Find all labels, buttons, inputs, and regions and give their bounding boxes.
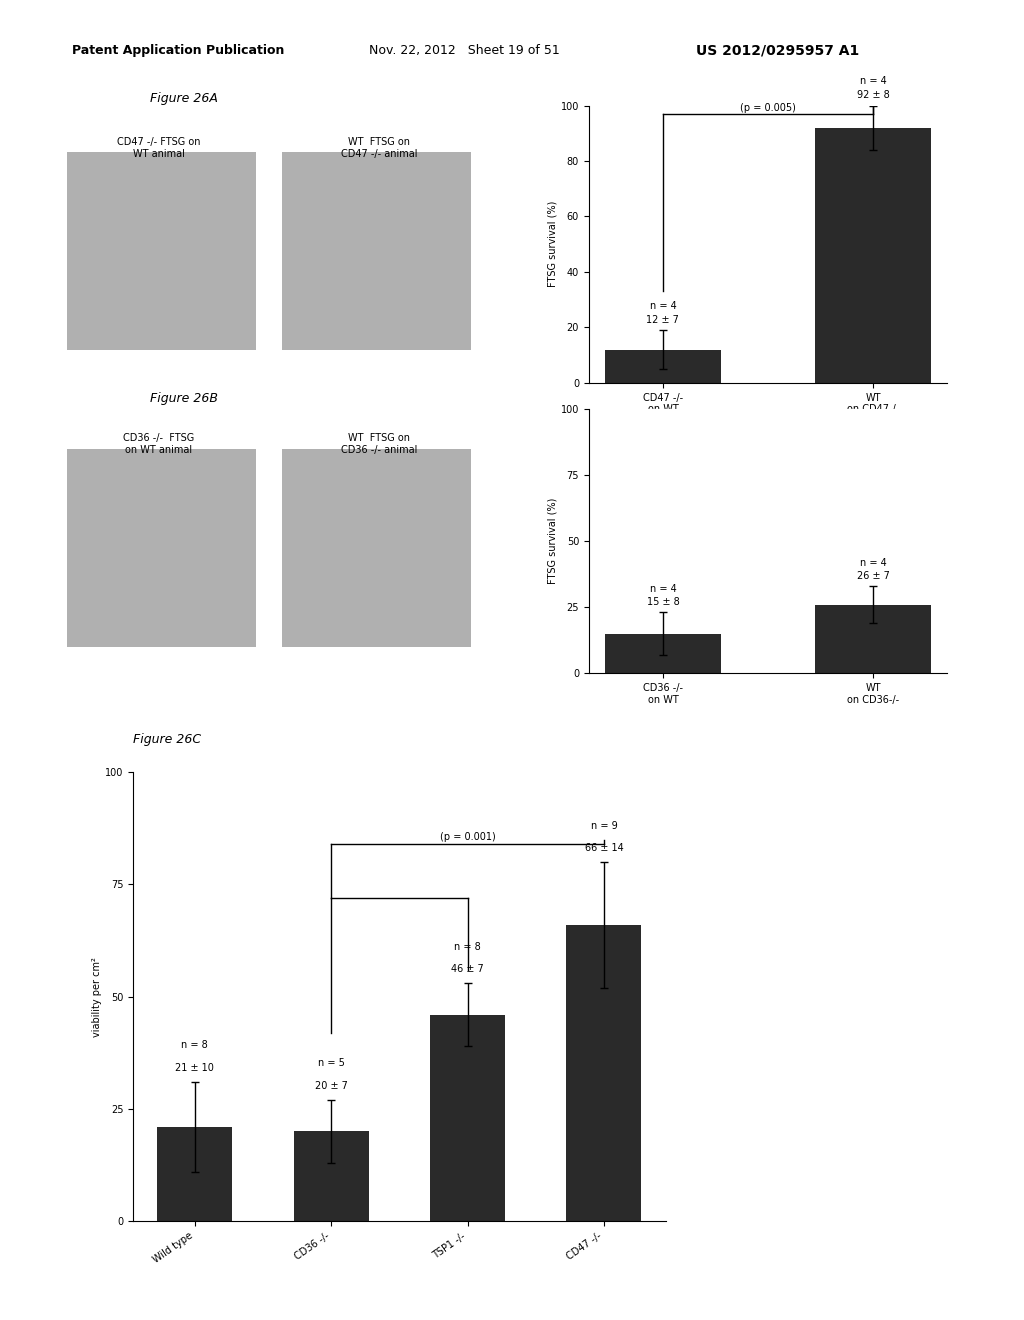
Text: n = 8: n = 8	[455, 941, 481, 952]
Y-axis label: FTSG survival (%): FTSG survival (%)	[548, 201, 558, 288]
Text: n = 4: n = 4	[649, 583, 676, 594]
Text: (p = 0.005): (p = 0.005)	[740, 103, 796, 112]
Text: 20 ± 7: 20 ± 7	[314, 1081, 347, 1090]
Text: 21 ± 10: 21 ± 10	[175, 1063, 214, 1073]
Text: 15 ± 8: 15 ± 8	[646, 597, 679, 607]
Bar	[158, 1127, 232, 1221]
Y-axis label: viability per cm²: viability per cm²	[92, 957, 102, 1036]
Text: Nov. 22, 2012   Sheet 19 of 51: Nov. 22, 2012 Sheet 19 of 51	[369, 44, 559, 57]
Text: n = 9: n = 9	[591, 821, 617, 830]
Bar	[605, 350, 721, 383]
Bar	[605, 634, 721, 673]
Text: n = 8: n = 8	[181, 1040, 208, 1051]
Text: Figure 26B: Figure 26B	[151, 392, 218, 405]
Bar	[294, 1131, 369, 1221]
Text: n = 4: n = 4	[649, 301, 676, 310]
Bar	[815, 605, 931, 673]
Text: WT  FTSG on
CD36 -/- animal: WT FTSG on CD36 -/- animal	[341, 433, 417, 454]
Text: Patent Application Publication: Patent Application Publication	[72, 44, 284, 57]
Text: 46 ± 7: 46 ± 7	[452, 964, 484, 974]
Text: US 2012/0295957 A1: US 2012/0295957 A1	[696, 44, 859, 58]
Text: n = 4: n = 4	[860, 557, 887, 568]
Text: CD47 -/- FTSG on
WT animal: CD47 -/- FTSG on WT animal	[117, 137, 201, 158]
Text: Figure 26A: Figure 26A	[151, 92, 218, 106]
Text: 66 ± 14: 66 ± 14	[585, 843, 624, 853]
Text: n = 4: n = 4	[860, 77, 887, 86]
Text: CD36 -/-  FTSG
on WT animal: CD36 -/- FTSG on WT animal	[123, 433, 195, 454]
Text: (p = 0.001): (p = 0.001)	[439, 832, 496, 842]
Text: 26 ± 7: 26 ± 7	[857, 570, 890, 581]
Text: WT  FTSG on
CD47 -/- animal: WT FTSG on CD47 -/- animal	[341, 137, 417, 158]
Bar	[815, 128, 931, 383]
Text: Figure 26C: Figure 26C	[133, 733, 202, 746]
Text: 12 ± 7: 12 ± 7	[646, 314, 679, 325]
Text: 92 ± 8: 92 ± 8	[857, 90, 890, 100]
Text: n = 5: n = 5	[317, 1059, 345, 1068]
Y-axis label: FTSG survival (%): FTSG survival (%)	[548, 498, 558, 585]
Bar	[566, 925, 641, 1221]
Bar	[430, 1015, 505, 1221]
